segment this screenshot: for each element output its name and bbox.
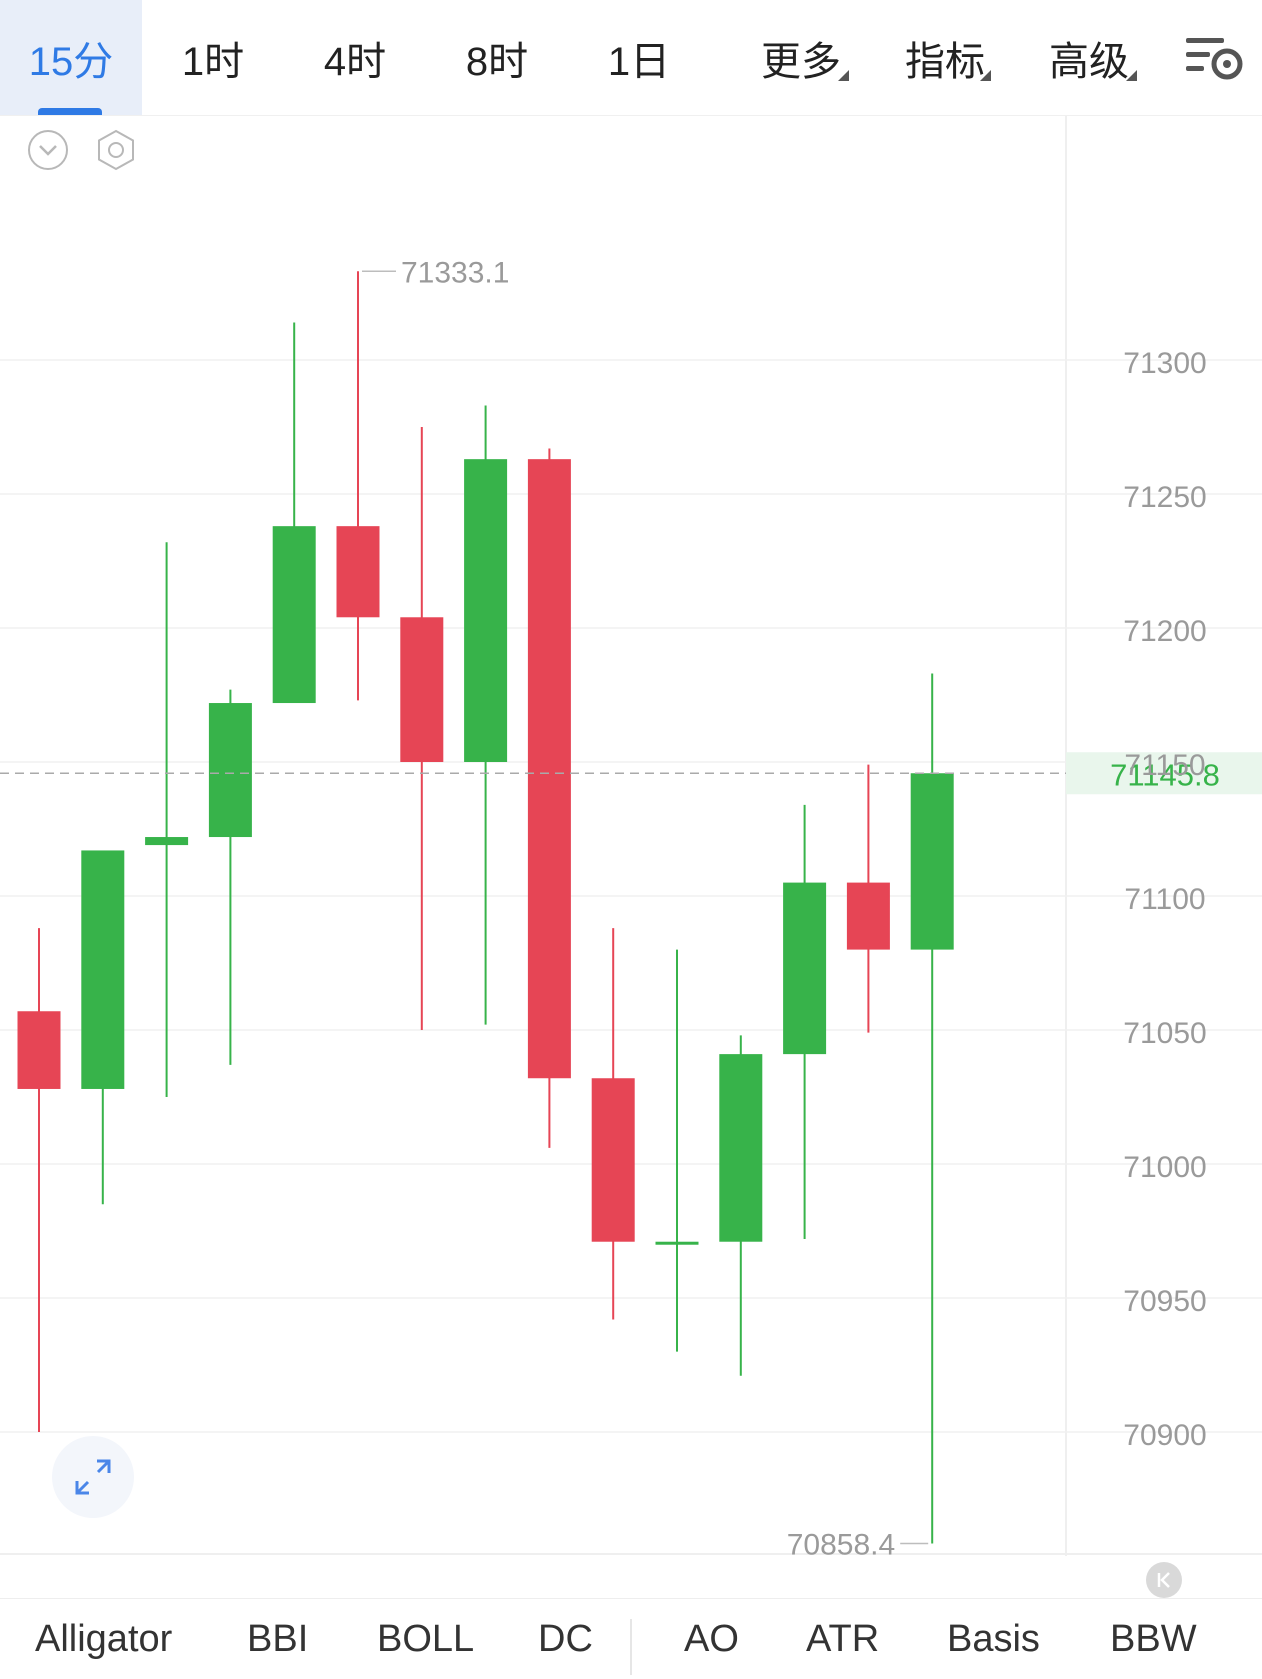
candle-body (81, 850, 125, 1089)
current-price-badge (1066, 752, 1262, 795)
candle-body (208, 703, 252, 838)
tab-1h[interactable]: 1时 (142, 0, 284, 115)
tab-advanced-label: 高级 (1049, 39, 1129, 84)
price-axis: 71300 71250 71200 71150 71100 71050 71000 70950… (1123, 347, 1206, 1452)
expand-icon (75, 1459, 111, 1495)
y-tick-label: 71050 (1123, 1017, 1206, 1050)
y-tick-label: 71250 (1123, 481, 1206, 514)
tab-1h-label: 1时 (181, 39, 245, 84)
tab-indicators-label: 指标 (905, 39, 985, 84)
tab-4h[interactable]: 4时 (284, 0, 426, 115)
y-tick-label: 71100 (1124, 883, 1205, 916)
candles (17, 271, 954, 1544)
candle-body (464, 459, 508, 762)
candle-body (783, 882, 827, 1055)
scroll-to-latest-icon (1157, 1572, 1170, 1588)
dropdown-triangle-icon (1126, 70, 1137, 81)
candle-body (145, 837, 189, 846)
low-marker-label: 70858.4 (787, 1528, 895, 1556)
candle-body (400, 617, 444, 762)
candle-body (846, 882, 890, 950)
tab-15m-label: 15分 (28, 39, 114, 84)
chevron-down-circle-icon[interactable] (26, 128, 70, 172)
settings-hexagon-icon[interactable] (94, 128, 138, 172)
y-tick-label: 71200 (1123, 615, 1206, 648)
chart-settings-icon (1186, 37, 1243, 79)
tab-4h-label: 4时 (323, 39, 387, 84)
indicator-alligator[interactable]: Alligator (35, 1618, 173, 1660)
scroll-to-latest-button[interactable] (1146, 1562, 1182, 1598)
active-tab-indicator (38, 108, 102, 115)
dropdown-triangle-icon (838, 70, 849, 81)
tab-1d[interactable]: 1日 (568, 0, 710, 115)
tab-8h[interactable]: 8时 (426, 0, 568, 115)
candle-body (719, 1054, 763, 1242)
candle-body (655, 1241, 699, 1245)
indicator-dc[interactable]: DC (538, 1618, 593, 1660)
y-tick-label: 71300 (1123, 347, 1206, 380)
indicator-ao[interactable]: AO (684, 1618, 739, 1660)
tab-more-dropdown[interactable]: 更多 (730, 0, 872, 115)
indicator-atr[interactable]: ATR (806, 1618, 880, 1660)
y-tick-label: 70900 (1123, 1419, 1206, 1452)
dropdown-triangle-icon (980, 70, 991, 81)
high-marker-label: 71333.1 (401, 256, 509, 289)
tab-8h-label: 8时 (465, 39, 529, 84)
candle-body (272, 526, 316, 704)
indicator-basis[interactable]: Basis (947, 1618, 1040, 1660)
tab-1d-label: 1日 (607, 39, 671, 84)
tab-advanced-dropdown[interactable]: 高级 (1018, 0, 1160, 115)
chart-settings-button[interactable] (1166, 0, 1262, 115)
grid-layer (0, 116, 1262, 1556)
candle-body (17, 1011, 61, 1089)
candle-body (910, 773, 954, 950)
indicator-bbw[interactable]: BBW (1110, 1618, 1197, 1660)
y-tick-label: 71150 (1124, 749, 1205, 782)
indicator-boll[interactable]: BOLL (377, 1618, 475, 1660)
candle-body (336, 526, 380, 618)
y-tick-label: 70950 (1123, 1285, 1206, 1318)
expand-button[interactable] (52, 1436, 134, 1518)
tab-15m[interactable]: 15分 (0, 0, 142, 115)
indicator-bar: Alligator BBI BOLL DC AO ATR Basis BBW (0, 1598, 1262, 1679)
tab-indicators-dropdown[interactable]: 指标 (874, 0, 1016, 115)
indicator-bbi[interactable]: BBI (247, 1618, 309, 1660)
y-tick-label: 71000 (1123, 1151, 1206, 1184)
timeframe-tab-bar: 15分 1时 4时 8时 1日 更多 指标 高级 (0, 0, 1262, 116)
candlestick-chart[interactable]: 71145.8 71333.1 70858.4 71300 71250 71200 711… (0, 116, 1262, 1598)
candle-body (527, 459, 571, 1079)
current-price-label: 71145.8 (1110, 757, 1220, 792)
tab-more-label: 更多 (761, 39, 841, 84)
indicator-separator (630, 1619, 632, 1675)
candle-body (591, 1078, 635, 1242)
overlay: 71145.8 71333.1 70858.4 (0, 256, 1262, 1556)
